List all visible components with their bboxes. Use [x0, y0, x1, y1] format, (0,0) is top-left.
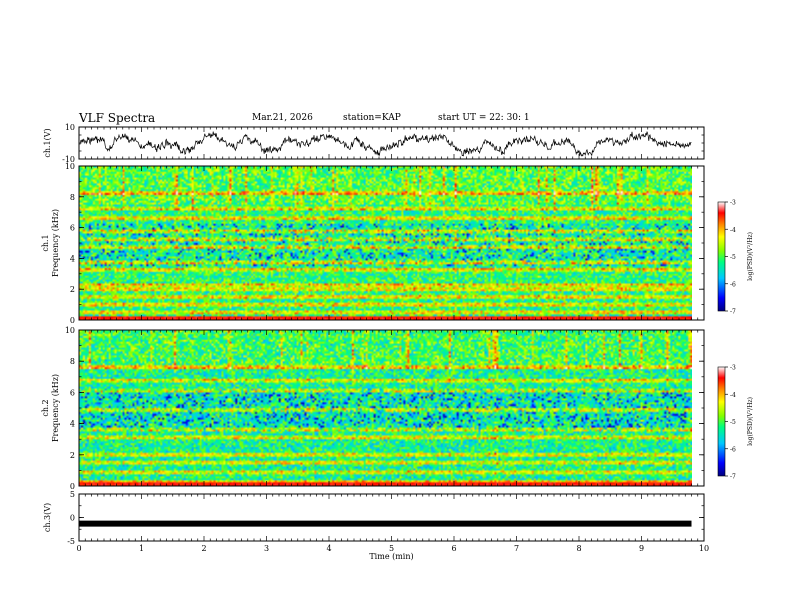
ch1-waveform-ytick-label: 10 [65, 123, 75, 132]
ch2-spectrogram-image [79, 330, 692, 486]
ch3-waveform-ytick-label: 0 [70, 514, 75, 523]
ch1-waveform-line [79, 131, 692, 157]
x-tick-label: 1 [139, 544, 144, 553]
ch2-spectrogram-ytick-label: 6 [70, 388, 75, 397]
ch2-colorbar-tick-label: -5 [730, 419, 736, 426]
ch3-waveform-ylabel: ch.3(V) [43, 503, 52, 532]
x-tick-label: 5 [389, 544, 394, 553]
ch2-spectrogram-ylabel: Frequency (kHz) [51, 374, 60, 442]
x-tick-label: 7 [514, 544, 519, 553]
ch1-spectrogram-ylabel: Frequency (kHz) [51, 209, 60, 277]
x-tick-label: 4 [326, 544, 331, 553]
ch1-colorbar-label: log(PSD)(V²/Hz) [747, 232, 754, 281]
ch1-spectrogram-ytick-label: 0 [70, 316, 75, 325]
ch2-colorbar-tick-label: -7 [730, 474, 736, 481]
x-tick-label: 8 [576, 544, 581, 553]
x-tick-label: 10 [699, 544, 709, 553]
date-label: Mar.21, 2026 [252, 113, 313, 123]
ch2-colorbar-tick-label: -4 [730, 392, 736, 399]
ch3-waveform-ytick-label: -5 [67, 537, 75, 546]
ch2-spectrogram-ytick-label: 0 [70, 482, 75, 491]
ch1-colorbar-tick-label: -6 [730, 281, 736, 288]
ch1-colorbar-tick-label: -3 [730, 200, 736, 207]
ch1-spectrogram-ytick-label: 8 [70, 193, 75, 202]
ch1-spectrogram-ytick-label: 2 [70, 285, 75, 294]
ch3-waveform-panel [78, 493, 705, 542]
ch1-colorbar-tick-label: -4 [730, 227, 736, 234]
start-time-label: start UT = 22: 30: 1 [438, 113, 530, 123]
ch2-spectrogram-ytick-label: 8 [70, 357, 75, 366]
ch1-waveform-ylabel: ch.1(V) [43, 128, 52, 157]
ch1-spectrogram-ylabel-channel: ch.1 [41, 234, 50, 251]
ch1-spectrogram-ytick-label: 10 [65, 162, 75, 171]
x-tick-label: 3 [264, 544, 269, 553]
ch2-spectrogram-ytick-label: 4 [70, 420, 75, 429]
ch2-colorbar-label: log(PSD)(V²/Hz) [747, 397, 754, 446]
figure-title: VLF Spectra [79, 111, 156, 125]
ch1-colorbar-tick-label: -7 [730, 309, 736, 316]
ch1-spectrogram-image [79, 166, 692, 320]
ch3-waveform-ytick-label: 5 [70, 490, 75, 499]
x-axis-label: Time (min) [369, 552, 413, 561]
x-tick-label: 2 [201, 544, 206, 553]
x-tick-label: 0 [76, 544, 81, 553]
ch2-spectrogram-ylabel-channel: ch.2 [41, 399, 50, 416]
ch1-colorbar [717, 201, 726, 312]
ch2-colorbar-tick-label: -6 [730, 446, 736, 453]
ch2-colorbar-tick-label: -3 [730, 365, 736, 372]
station-label: station=KAP [343, 113, 401, 123]
ch1-colorbar-tick-label: -5 [730, 254, 736, 261]
ch1-spectrogram-ytick-label: 4 [70, 254, 75, 263]
ch1-waveform-ytick-label: -10 [62, 155, 75, 164]
ch1-spectrogram-ytick-label: 6 [70, 224, 75, 233]
x-tick-label: 6 [451, 544, 456, 553]
ch2-spectrogram-ytick-label: 2 [70, 451, 75, 460]
ch2-colorbar [717, 366, 726, 477]
ch2-spectrogram-ytick-label: 10 [65, 326, 75, 335]
x-tick-label: 9 [639, 544, 644, 553]
